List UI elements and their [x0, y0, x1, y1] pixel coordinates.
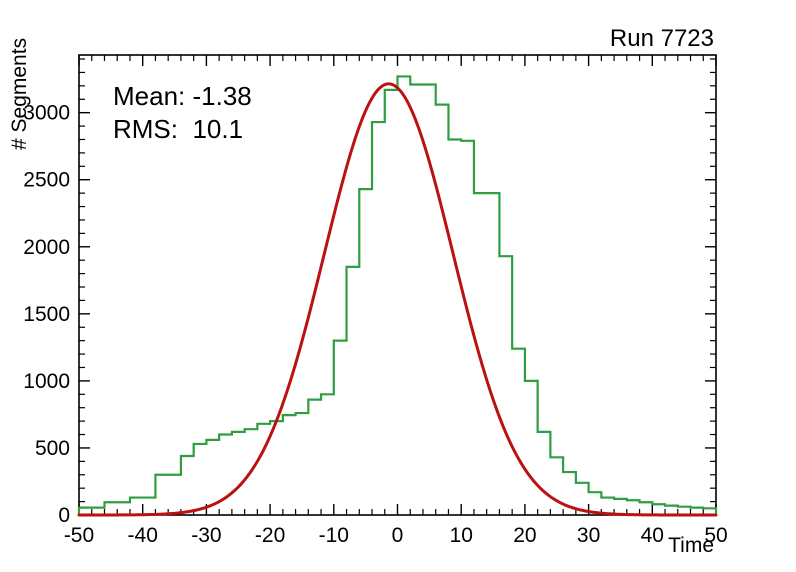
x-tick-label: 50 [704, 524, 727, 547]
x-tick-label: -50 [64, 524, 94, 547]
x-tick-label: 40 [641, 524, 664, 547]
x-axis-title: Time [668, 534, 714, 557]
x-tick-label: 10 [450, 524, 473, 547]
x-tick-label: -30 [191, 524, 221, 547]
y-tick-label: 0 [58, 504, 70, 527]
y-tick-label: 2000 [23, 236, 70, 259]
y-tick-label: 1500 [23, 303, 70, 326]
y-tick-label: 1000 [23, 370, 70, 393]
x-axis-tick-labels: -50 -40 -30 -20 -10 0 10 20 30 40 50 [64, 524, 728, 547]
stats-mean-label: Mean: -1.38 [113, 81, 252, 111]
y-tick-label: 3000 [23, 102, 70, 125]
x-tick-label: -20 [255, 524, 285, 547]
x-tick-label: 20 [513, 524, 536, 547]
x-tick-label: -40 [128, 524, 158, 547]
stats-rms-label: RMS: 10.1 [113, 114, 243, 144]
x-tick-label: 0 [392, 524, 404, 547]
y-tick-label: 500 [35, 437, 70, 460]
x-tick-label: -10 [319, 524, 349, 547]
y-axis-ticks [79, 58, 716, 516]
x-tick-label: 30 [577, 524, 600, 547]
histogram-steps [77, 75, 718, 515]
plot-title: Run 7723 [610, 25, 714, 52]
y-tick-label: 2500 [23, 169, 70, 192]
y-axis-title: # Segments [8, 38, 31, 150]
y-axis-tick-labels: 0 500 1000 1500 2000 2500 3000 [23, 102, 70, 527]
gaussian-fit-curve [77, 82, 718, 517]
